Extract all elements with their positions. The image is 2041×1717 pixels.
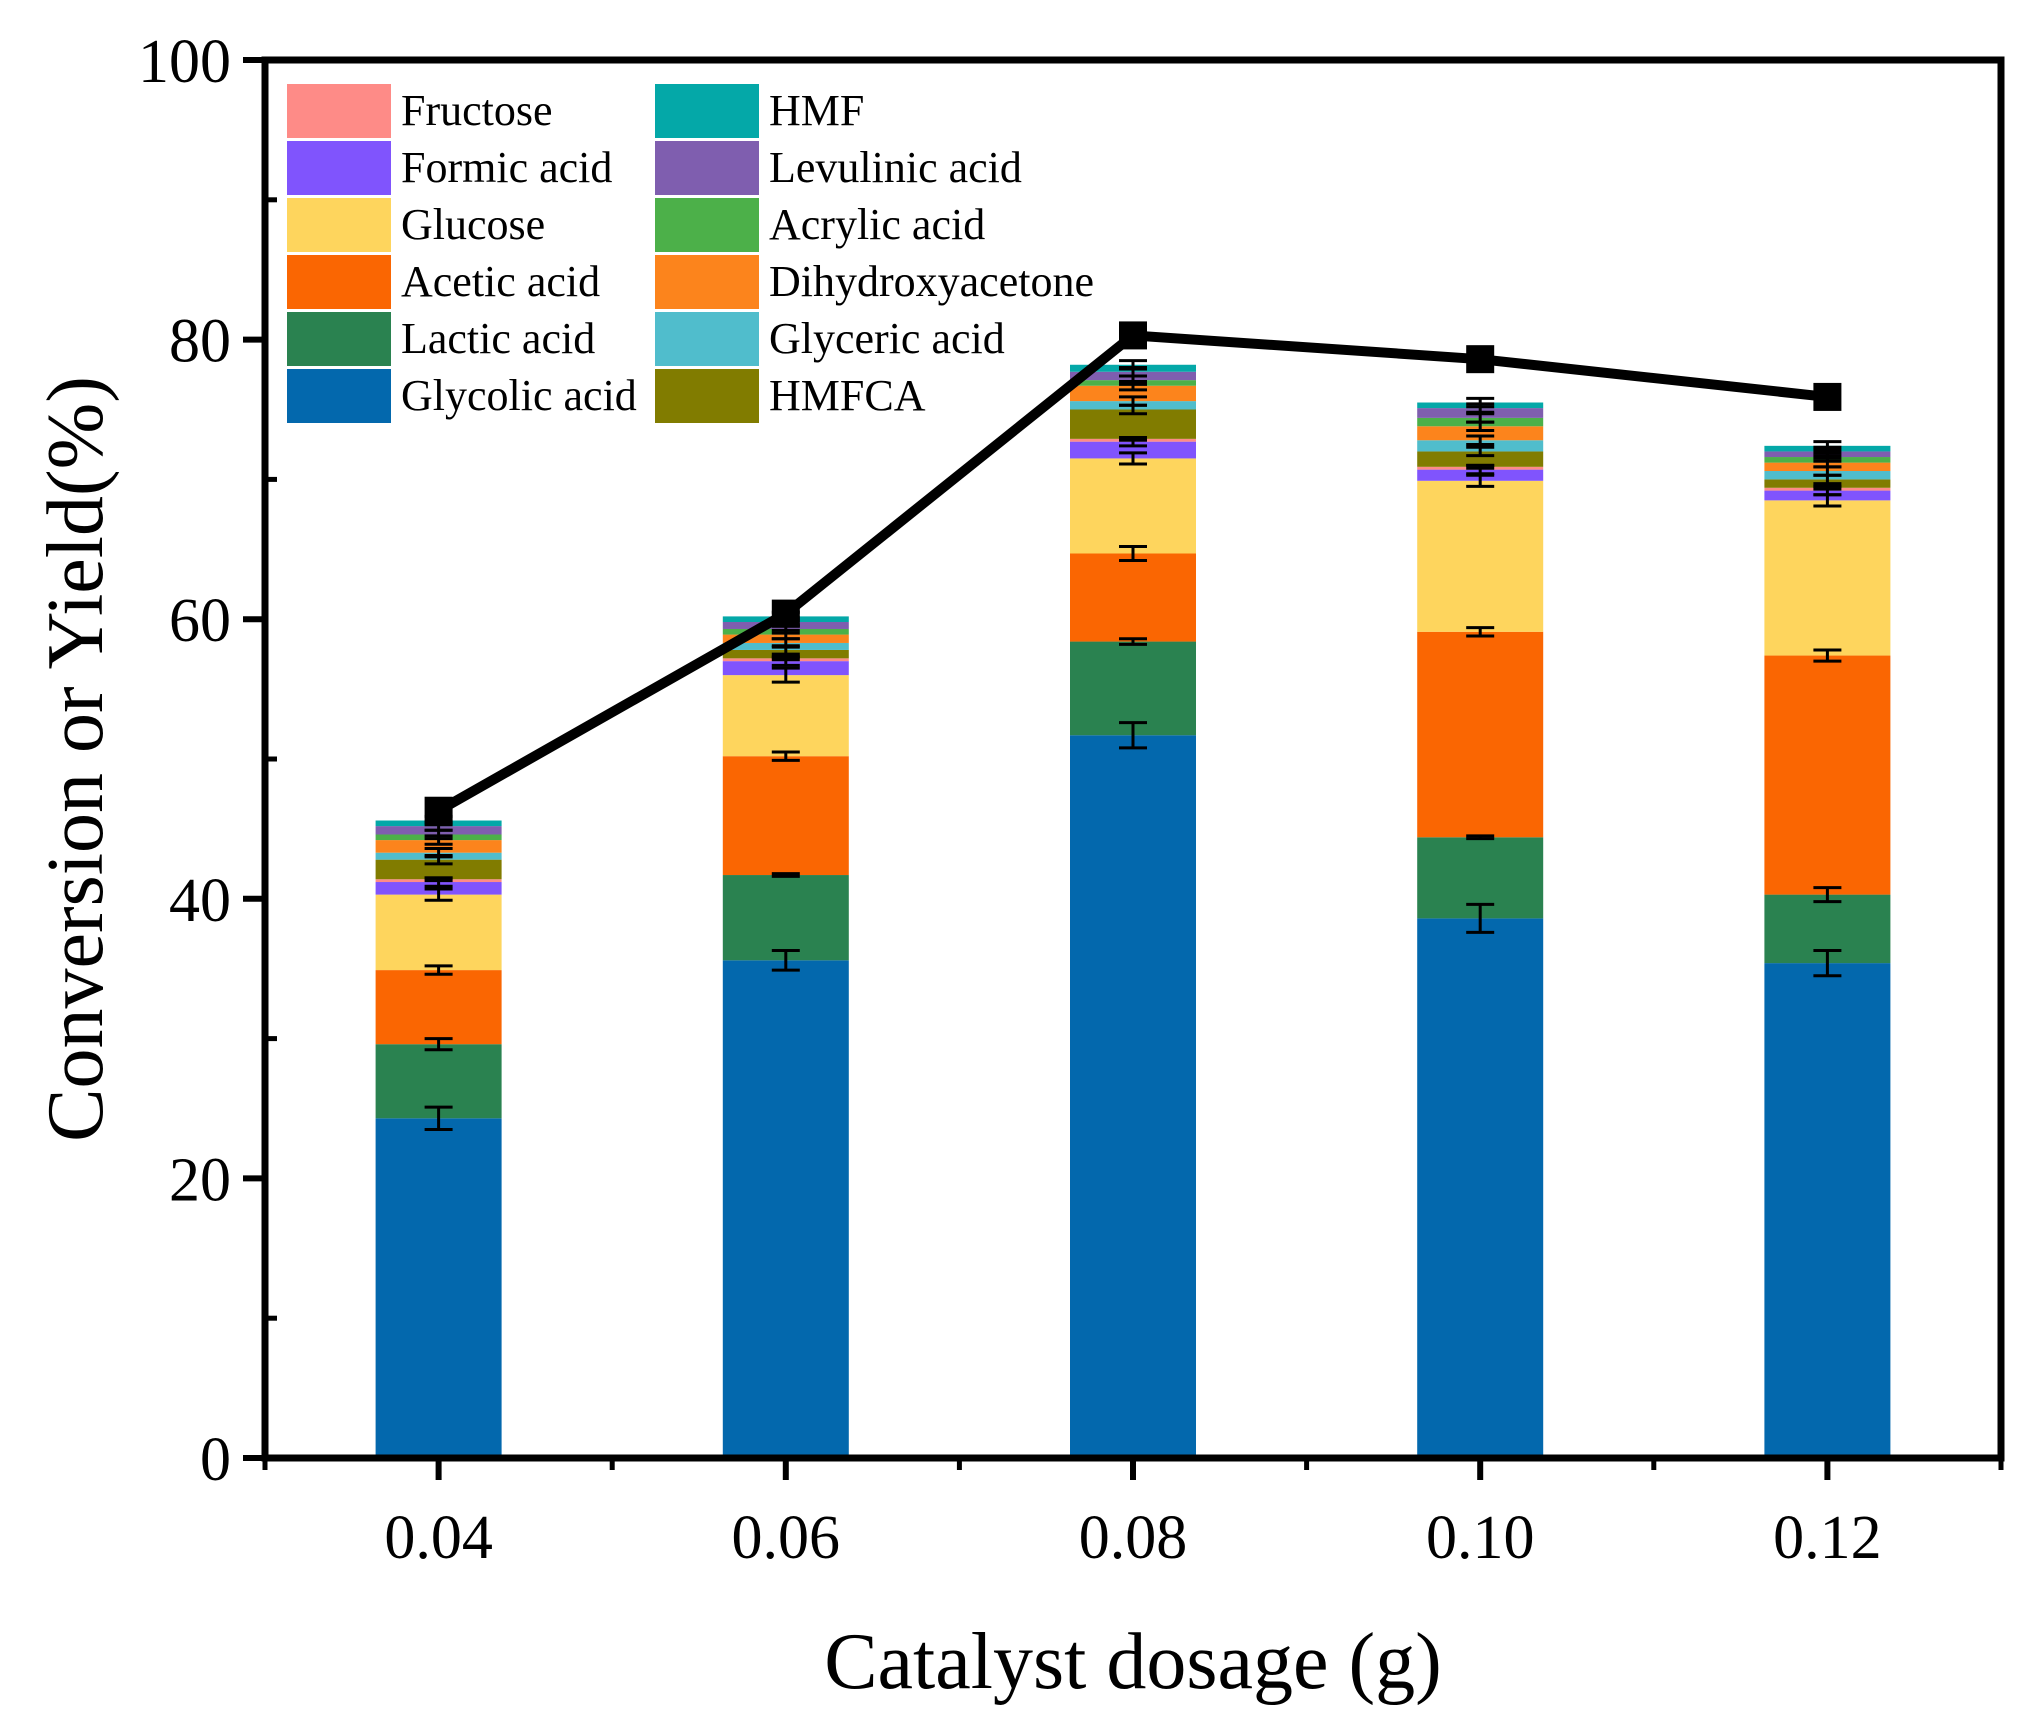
legend-label-fructose: Fructose (401, 86, 553, 135)
legend-swatch-dihydroxyacetone (655, 255, 759, 309)
x-tick-label: 0.06 (732, 1504, 841, 1572)
conversion-marker-0.10 (1466, 345, 1495, 374)
x-tick-label: 0.10 (1426, 1504, 1535, 1572)
y-tick-label: 100 (138, 28, 231, 96)
y-tick-label: 80 (169, 308, 231, 376)
legend-label-formic-acid: Formic acid (401, 143, 612, 192)
x-tick-label: 0.04 (384, 1504, 493, 1572)
legend-swatch-glyceric-acid (655, 312, 759, 366)
bar-lactic-acid-0.06 (722, 875, 849, 961)
conversion-marker-0.04 (424, 796, 453, 825)
y-tick-label: 40 (169, 867, 231, 935)
legend-swatch-glucose (287, 198, 391, 252)
bar-glycolic-acid-0.10 (1417, 918, 1544, 1458)
y-tick-label: 60 (169, 587, 231, 655)
legend-label-acrylic-acid: Acrylic acid (769, 200, 985, 249)
bar-glucose-0.12 (1764, 500, 1891, 656)
bar-glucose-0.06 (722, 675, 849, 757)
conversion-marker-0.12 (1813, 382, 1842, 411)
bar-formic-acid-0.08 (1070, 441, 1196, 459)
legend-label-acetic-acid: Acetic acid (401, 257, 600, 306)
axes: 0 20 40 60 80 100 0.04 0.06 0.08 0.10 0.12 (138, 28, 2005, 1572)
bar-acetic-acid-0.12 (1764, 655, 1891, 895)
bar-acetic-acid-0.08 (1070, 553, 1196, 642)
bar-hmfca-0.10 (1417, 451, 1544, 467)
bar-glucose-0.04 (375, 894, 502, 971)
legend-swatch-fructose (287, 84, 391, 138)
legend-swatch-lactic-acid (287, 312, 391, 366)
legend-swatch-levulinic-acid (655, 141, 759, 195)
y-tick-label: 20 (169, 1146, 231, 1214)
bar-layer (375, 364, 1891, 1458)
bar-glucose-0.08 (1070, 458, 1196, 554)
legend-label-dihydroxyacetone: Dihydroxyacetone (769, 257, 1094, 306)
bar-acetic-acid-0.04 (375, 970, 502, 1045)
bar-acetic-acid-0.06 (722, 756, 849, 876)
legend-label-levulinic-acid: Levulinic acid (769, 143, 1022, 192)
legend-swatch-acrylic-acid (655, 198, 759, 252)
bar-dihydroxyacetone-0.08 (1070, 385, 1196, 402)
bar-glycolic-acid-0.06 (722, 960, 849, 1458)
conversion-line-layer (424, 321, 1842, 825)
bar-glycolic-acid-0.08 (1070, 735, 1196, 1458)
bar-lactic-acid-0.08 (1070, 641, 1196, 736)
legend-swatch-acetic-acid (287, 255, 391, 309)
bar-glycolic-acid-0.12 (1764, 963, 1891, 1458)
legend-label-glyceric-acid: Glyceric acid (769, 314, 1005, 363)
legend-label-glucose: Glucose (401, 200, 545, 249)
legend-label-glycolic-acid: Glycolic acid (401, 371, 637, 420)
x-tick-label: 0.12 (1773, 1504, 1882, 1572)
legend-swatch-glycolic-acid (287, 369, 391, 423)
bar-glucose-0.10 (1417, 480, 1544, 632)
legend-label-lactic-acid: Lactic acid (401, 314, 595, 363)
x-tick-label: 0.08 (1079, 1504, 1188, 1572)
bar-hmfca-0.04 (375, 859, 502, 880)
x-axis-title: Catalyst dosage (g) (824, 1618, 1442, 1706)
y-tick-label: 0 (200, 1426, 231, 1494)
legend-swatch-formic-acid (287, 141, 391, 195)
legend: Fructose Formic acid Glucose Acetic acid Lac… (287, 84, 1094, 423)
legend-label-hmfca: HMFCA (769, 371, 926, 420)
bar-dihydroxyacetone-0.10 (1417, 426, 1544, 441)
y-axis-title: Conversion or Yield(%) (32, 376, 120, 1142)
conversion-marker-0.06 (771, 599, 800, 628)
bar-glycolic-acid-0.04 (375, 1118, 502, 1458)
legend-swatch-hmf (655, 84, 759, 138)
bar-acetic-acid-0.10 (1417, 631, 1544, 838)
conversion-marker-0.08 (1119, 321, 1147, 350)
bar-dihydroxyacetone-0.04 (375, 840, 502, 853)
legend-swatch-hmfca (655, 369, 759, 423)
legend-label-hmf: HMF (769, 86, 864, 135)
